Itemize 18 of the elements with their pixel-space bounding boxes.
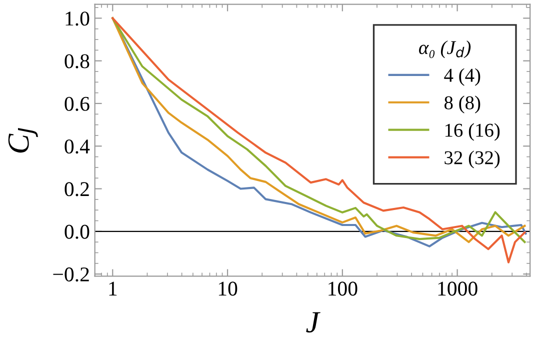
legend-label: 32 (32) bbox=[444, 150, 500, 168]
legend-label: 16 (16) bbox=[445, 123, 500, 141]
y-tick-label: 0.0 bbox=[64, 224, 90, 239]
y-tick-label: 0.8 bbox=[64, 54, 90, 68]
x-tick-label: 10 bbox=[218, 282, 238, 296]
y-tick-label: −0.2 bbox=[53, 267, 89, 282]
y-tick-label: 0.4 bbox=[64, 139, 90, 154]
y-tick-label: 0.2 bbox=[64, 182, 89, 196]
y-axis-title: C$_{J}$ bbox=[8, 128, 38, 153]
x-tick-label: 1000 bbox=[438, 282, 478, 296]
legend-label: 8 (8) bbox=[444, 96, 480, 114]
legend-title: α₀ (J$_{d}$) bbox=[419, 40, 471, 58]
x-axis-title: J bbox=[306, 312, 320, 333]
x-tick-label: 1 bbox=[109, 282, 117, 296]
x-tick-label: 100 bbox=[328, 282, 358, 296]
y-tick-label: 1.0 bbox=[66, 12, 90, 26]
legend-label: 4 (4) bbox=[444, 68, 480, 86]
y-tick-label: 0.6 bbox=[64, 96, 90, 111]
